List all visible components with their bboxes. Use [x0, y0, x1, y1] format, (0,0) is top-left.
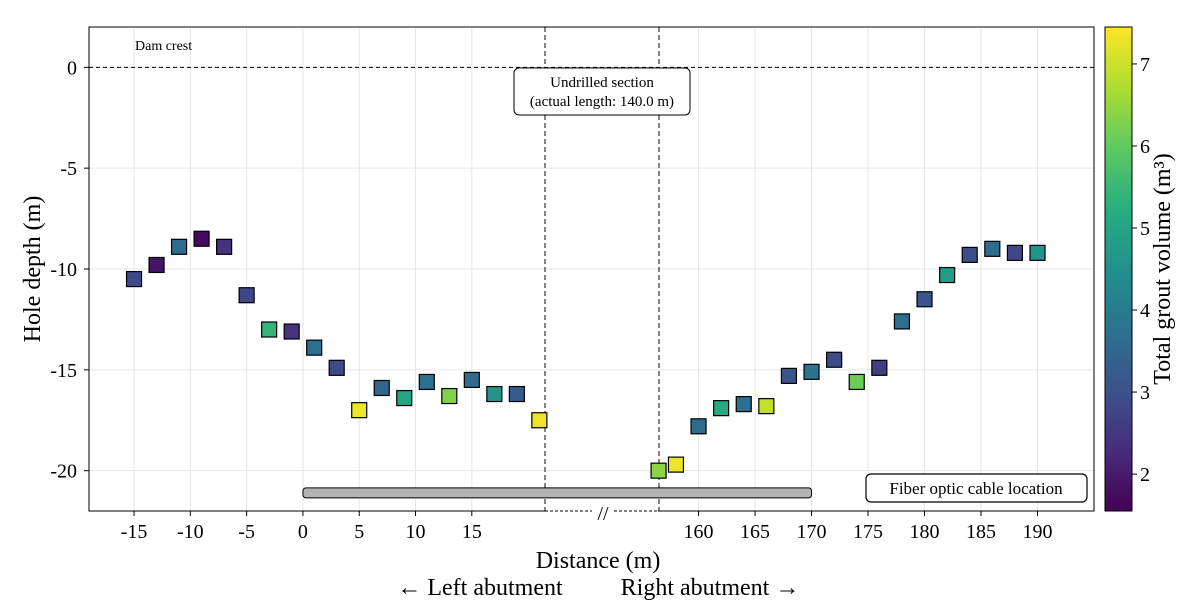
- x-axis-ticks: -15 -10 -5 0 5 10 15 160 165 170 175 180 185 190: [121, 511, 1053, 543]
- colorbar-tick-label: 4: [1140, 300, 1150, 322]
- data-point: [418, 373, 435, 391]
- colorbar-tick-label: 7: [1140, 54, 1150, 76]
- colorbar-tick-label: 6: [1140, 136, 1150, 158]
- data-point: [939, 266, 956, 284]
- y-axis-ticks: -20 -15 -10 -5 0: [50, 57, 89, 483]
- data-point: [650, 462, 667, 479]
- colorbar-tick-label: 2: [1140, 464, 1150, 486]
- data-point: [1029, 244, 1046, 261]
- x-tick-label: 175: [853, 521, 883, 543]
- x-tick-label: -5: [238, 521, 255, 543]
- axis-break-gap: [546, 509, 658, 514]
- annotations: Dam crest Undrilled section (actual length…: [135, 39, 1088, 503]
- data-point: [238, 287, 255, 304]
- data-point: [261, 321, 278, 338]
- data-point: [984, 240, 1001, 257]
- x-tick-label: -10: [177, 521, 204, 543]
- dam-crest-label: Dam crest: [135, 39, 192, 54]
- data-point: [826, 351, 843, 368]
- x-tick-label: 10: [406, 521, 426, 543]
- x-tick-label: 165: [740, 521, 770, 543]
- data-point: [758, 398, 775, 415]
- right-abutment-label: Right abutment →: [621, 575, 800, 601]
- fiber-optic-cable: [302, 487, 813, 499]
- data-point: [735, 396, 752, 413]
- data-points: [125, 230, 1046, 479]
- left-abutment-label: ← Left abutment: [397, 575, 563, 601]
- data-point: [961, 246, 978, 263]
- data-point: [690, 418, 707, 435]
- data-point: [351, 402, 368, 419]
- data-point: [713, 400, 730, 417]
- data-point: [667, 456, 685, 473]
- data-point: [125, 270, 143, 288]
- colorbar-gradient: [1104, 26, 1133, 512]
- axis-break: //: [545, 503, 659, 525]
- data-point: [396, 389, 413, 407]
- data-point: [463, 371, 480, 389]
- y-axis-title: Hole depth (m): [20, 196, 46, 343]
- y-tick-label: -5: [60, 158, 77, 180]
- data-point: [1006, 244, 1024, 261]
- x-tick-label: 180: [910, 521, 940, 543]
- data-point: [486, 385, 503, 403]
- colorbar: 2 3 4 5 6 7 Total grout volume (m³): [1104, 26, 1176, 512]
- x-tick-label: 0: [298, 521, 308, 543]
- y-tick-label: -15: [50, 360, 77, 382]
- data-point: [373, 379, 390, 397]
- data-point: [441, 387, 458, 405]
- x-tick-label: 15: [462, 521, 482, 543]
- colorbar-title: Total grout volume (m³): [1150, 153, 1176, 384]
- y-tick-label: -20: [50, 461, 77, 483]
- y-tick-label: -10: [50, 259, 77, 281]
- data-point: [803, 363, 820, 380]
- data-point: [531, 412, 548, 429]
- y-tick-label: 0: [67, 57, 77, 79]
- data-point: [508, 385, 525, 403]
- data-point: [871, 359, 888, 376]
- data-point: [848, 373, 865, 391]
- data-point: [216, 238, 233, 255]
- axis-break-symbol: //: [597, 503, 609, 525]
- colorbar-tick-label: 3: [1140, 382, 1150, 404]
- data-point: [780, 367, 798, 384]
- data-point: [328, 359, 345, 376]
- undrilled-box: [513, 67, 691, 116]
- fiber-cable-bar: [302, 487, 813, 499]
- undrilled-label: Undrilled section: [550, 75, 654, 91]
- x-tick-label: 160: [684, 521, 714, 543]
- x-tick-label: 190: [1023, 521, 1053, 543]
- colorbar-ticks: 2 3 4 5 6 7: [1132, 54, 1150, 486]
- x-tick-label: -15: [121, 521, 148, 543]
- x-tick-label: 185: [966, 521, 996, 543]
- data-point: [148, 256, 165, 274]
- x-tick-label: 170: [797, 521, 827, 543]
- colorbar-tick-label: 5: [1140, 218, 1150, 240]
- data-point: [916, 291, 933, 308]
- grid-lines: [89, 27, 1094, 511]
- undrilled-length-label: (actual length: 140.0 m): [530, 94, 674, 110]
- data-point: [283, 323, 300, 340]
- fiber-legend-box: [865, 473, 1088, 503]
- data-point: [170, 238, 188, 255]
- data-point: [193, 230, 210, 247]
- fiber-legend-label: Fiber optic cable location: [889, 479, 1063, 498]
- x-axis-title: Distance (m): [536, 548, 661, 574]
- x-tick-label: 5: [354, 521, 364, 543]
- data-point: [306, 339, 323, 356]
- data-point: [893, 313, 911, 330]
